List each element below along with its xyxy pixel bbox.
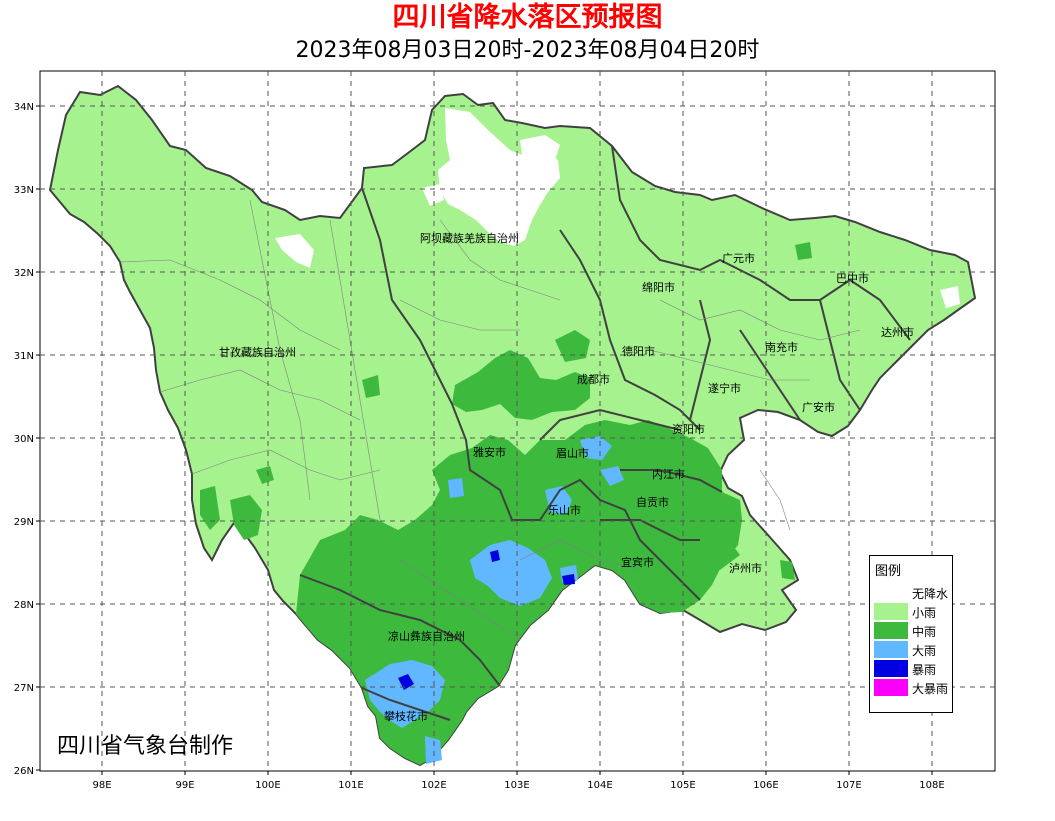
- lat-tick-label: 34N: [14, 102, 34, 113]
- legend-label: 中雨: [912, 625, 937, 639]
- legend-swatch: [874, 660, 908, 677]
- region-label: 成都市: [577, 372, 610, 386]
- legend-swatch: [874, 603, 908, 620]
- axis-ticks: [36, 105, 933, 775]
- latitude-labels: 34N 33N 32N 31N 30N 29N 28N 27N 26N: [14, 102, 34, 777]
- legend-item-light-rain: 小雨: [874, 603, 952, 621]
- lon-tick-label: 100E: [255, 780, 280, 791]
- legend-item-heavy-rainstorm: 大暴雨: [874, 679, 952, 697]
- lon-tick-label: 104E: [587, 780, 612, 791]
- region-label: 宜宾市: [621, 555, 654, 569]
- longitude-labels: 98E 99E 100E 101E 102E 103E 104E 105E 10…: [92, 780, 944, 791]
- region-label: 广元市: [722, 251, 755, 265]
- lon-tick-label: 103E: [504, 780, 529, 791]
- lon-tick-label: 99E: [175, 780, 194, 791]
- producer-credit: 四川省气象台制作: [57, 734, 234, 759]
- lat-tick-label: 30N: [14, 434, 34, 445]
- legend-item-moderate-rain: 中雨: [874, 622, 952, 640]
- no-rain-areas: [275, 108, 960, 308]
- lon-tick-label: 98E: [92, 780, 111, 791]
- lon-tick-label: 102E: [421, 780, 446, 791]
- region-label: 阿坝藏族羌族自治州: [420, 231, 519, 245]
- lon-tick-label: 107E: [836, 780, 861, 791]
- region-label: 内江市: [652, 467, 685, 481]
- legend-swatch: [874, 584, 908, 601]
- county-boundaries: [119, 199, 861, 641]
- region-label: 雅安市: [473, 445, 506, 459]
- lon-tick-label: 101E: [338, 780, 363, 791]
- legend-label: 无降水: [912, 587, 949, 601]
- map-title: 四川省降水落区预报图: [392, 2, 663, 33]
- lon-tick-label: 106E: [753, 780, 778, 791]
- region-label: 遂宁市: [708, 381, 741, 395]
- legend-item-heavy-rain: 大雨: [874, 641, 952, 659]
- legend-item-no-rain: 无降水: [874, 584, 952, 602]
- region-label: 南充市: [765, 340, 798, 354]
- region-label: 乐山市: [548, 503, 581, 517]
- region-label: 凉山彝族自治州: [388, 629, 465, 643]
- lon-tick-label: 108E: [919, 780, 944, 791]
- region-label: 眉山市: [556, 446, 589, 460]
- region-label: 广安市: [802, 400, 835, 414]
- forecast-period: 2023年08月03日20时-2023年08月04日20时: [295, 38, 760, 63]
- region-label: 德阳市: [622, 344, 655, 358]
- region-label: 甘孜藏族自治州: [219, 345, 296, 359]
- region-label: 泸州市: [729, 561, 762, 575]
- legend-label: 大雨: [912, 644, 937, 658]
- lat-tick-label: 31N: [14, 351, 34, 362]
- lat-tick-label: 33N: [14, 185, 34, 196]
- region-label: 攀枝花市: [384, 709, 428, 723]
- rainstorm-areas: [398, 550, 575, 690]
- region-label: 绵阳市: [642, 280, 675, 294]
- region-label: 达州市: [881, 325, 914, 339]
- region-label: 资阳市: [672, 422, 705, 436]
- lon-tick-label: 105E: [670, 780, 695, 791]
- legend-item-rainstorm: 暴雨: [874, 660, 952, 678]
- legend-title: 图例: [875, 564, 902, 579]
- lat-tick-label: 26N: [14, 766, 34, 777]
- lat-tick-label: 29N: [14, 517, 34, 528]
- legend-label: 小雨: [912, 606, 937, 620]
- legend-label: 暴雨: [912, 663, 937, 677]
- lat-tick-label: 27N: [14, 683, 34, 694]
- legend-swatch: [874, 679, 908, 696]
- legend-swatch: [874, 641, 908, 658]
- prefecture-boundaries: [299, 145, 911, 721]
- lat-tick-label: 32N: [14, 268, 34, 279]
- legend-label: 大暴雨: [912, 682, 949, 696]
- lat-tick-label: 28N: [14, 600, 34, 611]
- region-labels: 阿坝藏族羌族自治州 广元市 巴中市 绵阳市 甘孜藏族自治州 德阳市 达州市 南充…: [219, 231, 914, 723]
- region-label: 自贡市: [636, 495, 669, 509]
- legend-swatch: [874, 622, 908, 639]
- legend: 图例 无降水 小雨 中雨 大雨 暴雨 大暴雨: [869, 555, 953, 713]
- graticule: [40, 71, 995, 771]
- region-label: 巴中市: [836, 271, 869, 285]
